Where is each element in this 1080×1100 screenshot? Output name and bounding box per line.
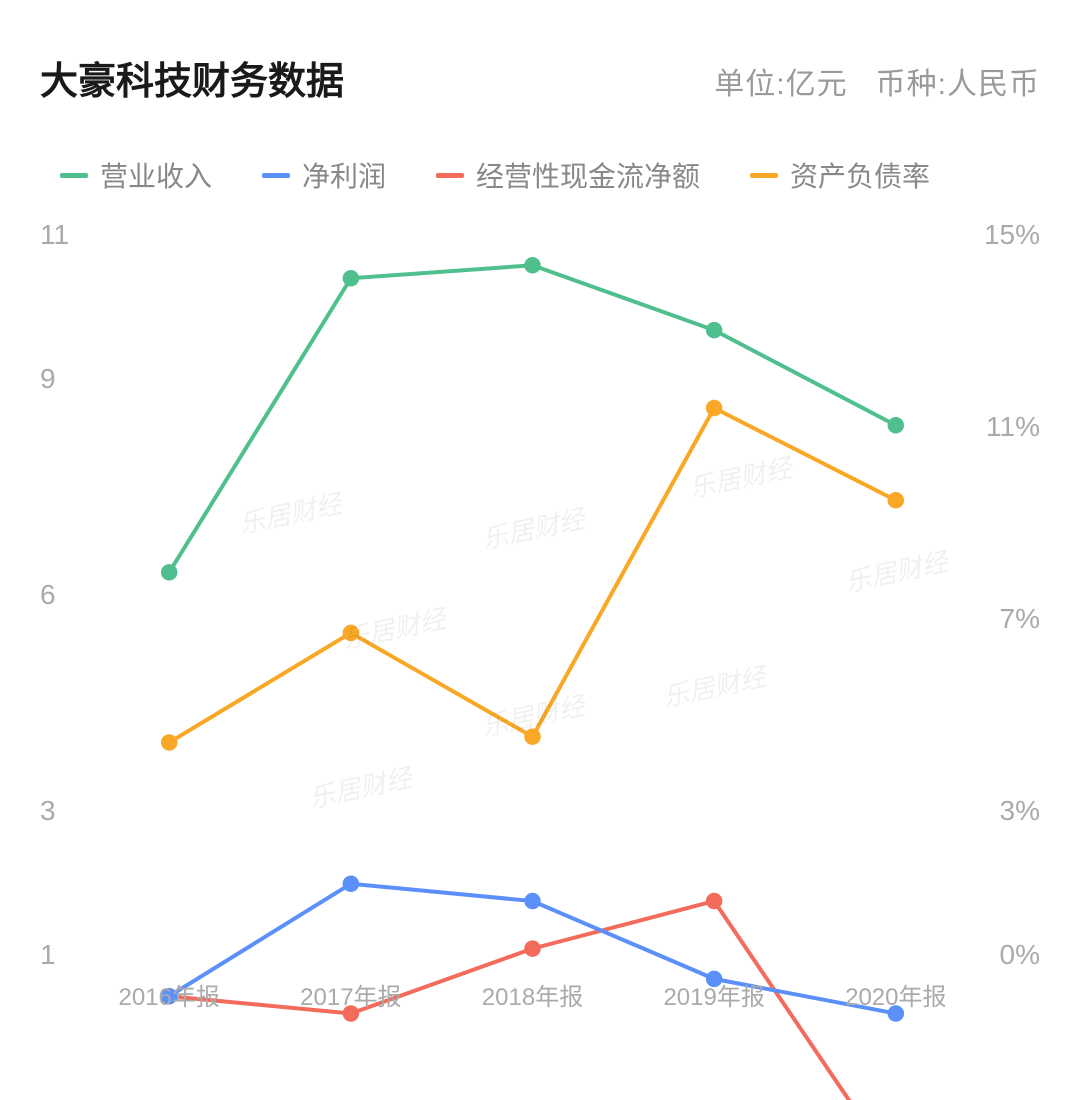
series-point-profit[interactable] [343,876,359,892]
legend-swatch-debtratio [750,173,778,178]
y-axis-right: 0%3%7%11%15% [970,235,1040,955]
legend-item-revenue[interactable]: 营业收入 [60,155,212,195]
series-point-debtratio[interactable] [888,492,904,508]
plot-area: 乐居财经乐居财经乐居财经乐居财经乐居财经乐居财经乐居财经乐居财经 [100,235,965,955]
series-point-revenue[interactable] [888,417,904,433]
y-tick: 1 [40,939,56,971]
x-tick: 2016年报 [118,977,219,1012]
legend-swatch-revenue [60,173,88,178]
unit-label: 单位:亿元 [714,68,847,101]
legend-label-debtratio: 资产负债率 [790,155,930,195]
y-tick: 11 [40,219,69,251]
series-line-debtratio [169,408,896,742]
y-axis-left: 136911 [40,235,95,955]
series-point-debtratio[interactable] [706,400,722,416]
series-line-revenue [169,265,896,572]
legend-item-cashflow[interactable]: 经营性现金流净额 [436,155,700,195]
x-tick: 2020年报 [845,977,946,1012]
x-tick: 2017年报 [300,977,401,1012]
chart-area: 136911 0%3%7%11%15% 乐居财经乐居财经乐居财经乐居财经乐居财经… [40,225,1040,1015]
legend-label-revenue: 营业收入 [100,155,212,195]
y-tick: 0% [1000,939,1040,971]
series-point-debtratio[interactable] [343,625,359,641]
chart-subtitle: 单位:亿元 币种:人民币 [714,59,1040,103]
y-tick: 15% [984,219,1040,251]
x-tick: 2018年报 [482,977,583,1012]
legend-swatch-profit [262,173,290,178]
series-point-debtratio[interactable] [161,734,177,750]
currency-label: 币种:人民币 [876,68,1040,101]
series-point-revenue[interactable] [524,257,540,273]
legend-label-profit: 净利润 [302,155,386,195]
y-tick: 7% [1000,603,1040,635]
series-point-revenue[interactable] [161,564,177,580]
series-point-revenue[interactable] [706,322,722,338]
series-point-debtratio[interactable] [524,728,540,744]
header: 大豪科技财务数据 单位:亿元 币种:人民币 [40,50,1040,105]
series-point-cashflow[interactable] [706,893,722,909]
legend-item-debtratio[interactable]: 资产负债率 [750,155,930,195]
series-point-profit[interactable] [524,893,540,909]
y-tick: 3 [40,795,56,827]
y-tick: 9 [40,363,56,395]
series-point-revenue[interactable] [343,270,359,286]
y-tick: 11% [986,411,1040,443]
chart-title: 大豪科技财务数据 [40,50,344,105]
legend-item-profit[interactable]: 净利润 [262,155,386,195]
y-tick: 3% [1000,795,1040,827]
legend-label-cashflow: 经营性现金流净额 [476,155,700,195]
legend: 营业收入 净利润 经营性现金流净额 资产负债率 [40,155,1040,195]
chart-container: 大豪科技财务数据 单位:亿元 币种:人民币 营业收入 净利润 经营性现金流净额 … [0,0,1080,1059]
legend-swatch-cashflow [436,173,464,178]
y-tick: 6 [40,579,56,611]
x-tick: 2019年报 [663,977,764,1012]
x-axis: 2016年报 2017年报 2018年报 2019年报 2020年报 [100,965,965,1015]
series-point-cashflow[interactable] [524,940,540,956]
